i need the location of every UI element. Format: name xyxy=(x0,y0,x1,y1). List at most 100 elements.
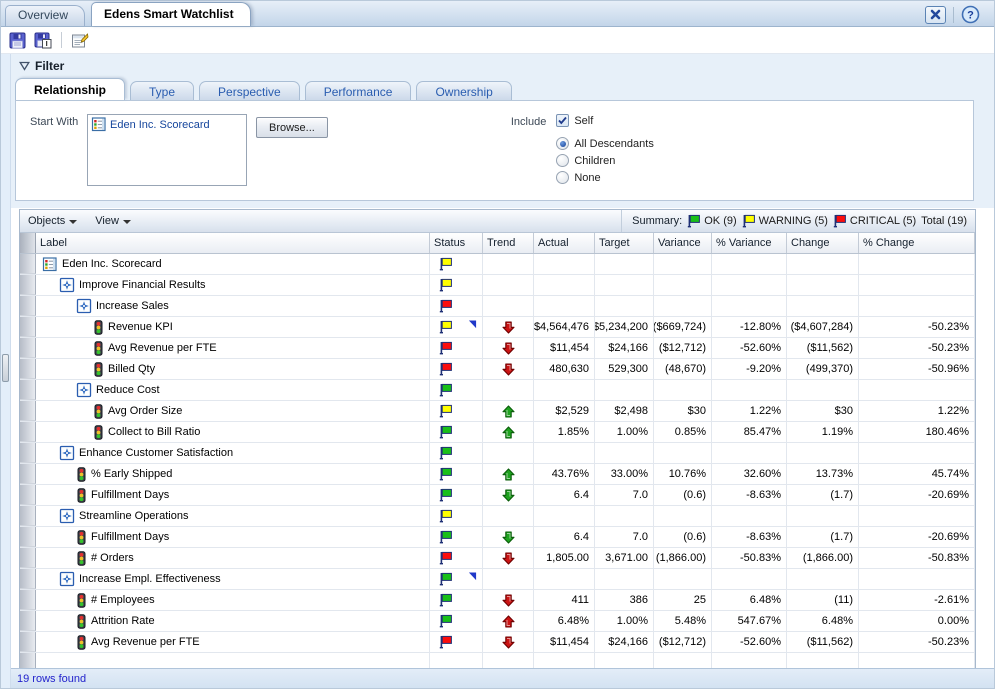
value-cell xyxy=(859,254,975,274)
value-cell: $30 xyxy=(654,401,712,421)
row-selector[interactable] xyxy=(20,443,36,463)
row-selector[interactable] xyxy=(20,569,36,589)
filter-tab-performance[interactable]: Performance xyxy=(305,81,412,100)
value-cell: 5.48% xyxy=(654,611,712,631)
value-cell: 7.0 xyxy=(595,527,654,547)
table-row[interactable]: Increase Sales xyxy=(20,296,975,317)
row-selector[interactable] xyxy=(20,296,36,316)
close-icon[interactable] xyxy=(925,6,946,24)
row-selector[interactable] xyxy=(20,590,36,610)
column-header-actual[interactable]: Actual xyxy=(534,233,595,253)
status-cell xyxy=(430,275,483,295)
table-row[interactable]: Collect to Bill Ratio 1.85%1.00%0.85%85.… xyxy=(20,422,975,443)
column-header-trend[interactable]: Trend xyxy=(483,233,534,253)
value-cell: -2.61% xyxy=(859,590,975,610)
value-cell xyxy=(654,569,712,589)
status-summary: Summary: OK (9) WARNING (5) CRITICAL (5)… xyxy=(621,210,973,232)
table-row[interactable]: # Orders 1,805.003,671.00(1,866.00)-50.8… xyxy=(20,548,975,569)
self-checkbox[interactable]: Self xyxy=(556,114,654,127)
radio-children[interactable]: Children xyxy=(556,154,654,167)
scorecard-icon xyxy=(91,117,107,132)
window-controls: ? xyxy=(925,5,980,24)
radio-all-descendants[interactable]: All Descendants xyxy=(556,137,654,150)
trend-down-red-icon xyxy=(502,363,515,376)
table-row[interactable]: Streamline Operations xyxy=(20,506,975,527)
table-row[interactable]: Fulfillment Days 6.47.0(0.6)-8.63%(1.7)-… xyxy=(20,485,975,506)
edit-properties-icon[interactable] xyxy=(70,30,90,50)
start-with-listbox[interactable]: Eden Inc. Scorecard xyxy=(87,114,247,186)
filter-tab-perspective[interactable]: Perspective xyxy=(199,81,300,100)
table-row[interactable]: Avg Revenue per FTE $11,454$24,166($12,7… xyxy=(20,632,975,653)
browse-button[interactable]: Browse... xyxy=(256,117,328,138)
row-label-cell: Avg Revenue per FTE xyxy=(36,632,430,652)
table-row[interactable]: Avg Order Size $2,529$2,498$301.22%$301.… xyxy=(20,401,975,422)
table-row[interactable]: Enhance Customer Satisfaction xyxy=(20,443,975,464)
row-selector[interactable] xyxy=(20,359,36,379)
trend-up-green-icon xyxy=(502,426,515,439)
row-label: Enhance Customer Satisfaction xyxy=(79,447,233,459)
row-selector[interactable] xyxy=(20,464,36,484)
save-icon[interactable] xyxy=(7,30,27,50)
document-tab-edens-smart-watchlist[interactable]: Edens Smart Watchlist xyxy=(91,2,251,26)
annotation-icon xyxy=(468,320,477,329)
objective-icon xyxy=(59,571,75,587)
column-header-variance[interactable]: Variance xyxy=(654,233,712,253)
row-selector[interactable] xyxy=(20,632,36,652)
column-header--change[interactable]: % Change xyxy=(859,233,975,253)
table-row[interactable]: Improve Financial Results xyxy=(20,275,975,296)
table-row[interactable]: Avg Revenue per FTE $11,454$24,166($12,7… xyxy=(20,338,975,359)
row-selector[interactable] xyxy=(20,401,36,421)
column-header-target[interactable]: Target xyxy=(595,233,654,253)
column-header-label[interactable]: Label xyxy=(36,233,430,253)
row-selector[interactable] xyxy=(20,506,36,526)
filter-tab-ownership[interactable]: Ownership xyxy=(416,81,511,100)
flag-yellow-icon xyxy=(742,214,756,228)
row-selector[interactable] xyxy=(20,611,36,631)
row-selector[interactable] xyxy=(20,527,36,547)
view-menu[interactable]: View xyxy=(95,215,131,227)
table-row[interactable]: Eden Inc. Scorecard xyxy=(20,254,975,275)
table-row[interactable]: % Early Shipped 43.76%33.00%10.76%32.60%… xyxy=(20,464,975,485)
value-cell xyxy=(712,254,787,274)
value-cell: 6.48% xyxy=(534,611,595,631)
column-header-status[interactable]: Status xyxy=(430,233,483,253)
row-selector[interactable] xyxy=(20,275,36,295)
value-cell: $11,454 xyxy=(534,632,595,652)
row-selector[interactable] xyxy=(20,548,36,568)
value-cell: -50.83% xyxy=(859,548,975,568)
filter-disclosure-header[interactable]: Filter xyxy=(11,56,994,76)
row-selector[interactable] xyxy=(20,380,36,400)
radio-label: All Descendants xyxy=(574,138,654,150)
save-as-icon[interactable]: I xyxy=(33,30,53,50)
table-row[interactable]: Attrition Rate 6.48%1.00%5.48%547.67%6.4… xyxy=(20,611,975,632)
trend-down-red-icon xyxy=(502,636,515,649)
filter-tab-type[interactable]: Type xyxy=(130,81,194,100)
row-selector[interactable] xyxy=(20,254,36,274)
filter-tab-relationship[interactable]: Relationship xyxy=(15,78,125,100)
help-icon[interactable]: ? xyxy=(961,5,980,24)
value-cell: ($12,712) xyxy=(654,632,712,652)
table-row[interactable]: Fulfillment Days 6.47.0(0.6)-8.63%(1.7)-… xyxy=(20,527,975,548)
table-row[interactable]: # Employees 411386256.48%(11)-2.61% xyxy=(20,590,975,611)
flag-yellow-icon xyxy=(439,278,453,292)
row-selector[interactable] xyxy=(20,422,36,442)
start-with-item[interactable]: Eden Inc. Scorecard xyxy=(91,117,243,132)
radio-none[interactable]: None xyxy=(556,171,654,184)
document-tab-overview[interactable]: Overview xyxy=(5,5,85,26)
table-row[interactable]: Increase Empl. Effectiveness xyxy=(20,569,975,590)
table-row[interactable]: Billed Qty 480,630529,300(48,670)-9.20%(… xyxy=(20,359,975,380)
objects-menu[interactable]: Objects xyxy=(28,215,77,227)
column-header--variance[interactable]: % Variance xyxy=(712,233,787,253)
row-selector[interactable] xyxy=(20,338,36,358)
row-selector[interactable] xyxy=(20,485,36,505)
value-cell: -50.83% xyxy=(712,548,787,568)
panel-splitter[interactable] xyxy=(2,354,9,382)
row-selector[interactable] xyxy=(20,317,36,337)
flag-green-icon xyxy=(687,214,701,228)
table-row[interactable]: Reduce Cost xyxy=(20,380,975,401)
trend-cell xyxy=(483,254,534,274)
row-label-cell: Streamline Operations xyxy=(36,506,430,526)
table-row[interactable]: Revenue KPI $4,564,476$5,234,200($669,72… xyxy=(20,317,975,338)
row-label: Avg Revenue per FTE xyxy=(108,342,217,354)
column-header-change[interactable]: Change xyxy=(787,233,859,253)
